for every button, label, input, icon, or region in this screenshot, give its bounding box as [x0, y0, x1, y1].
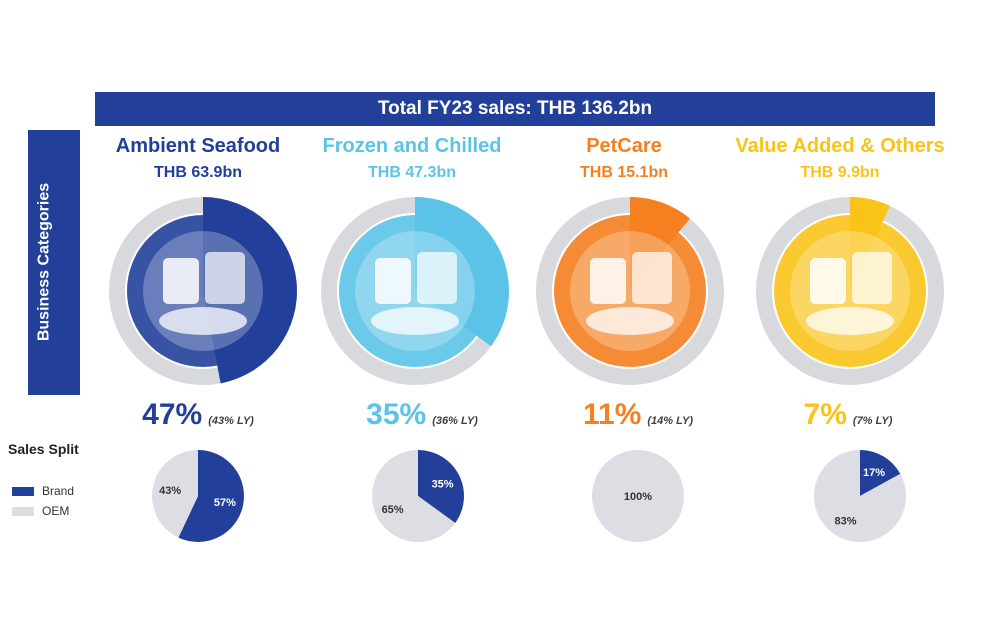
- split-pie-frozen: 35% 65%: [372, 450, 464, 542]
- category-header-petcare: PetCare THB 15.1bn: [514, 135, 734, 182]
- oem-slice-label: 100%: [624, 491, 652, 503]
- business-categories-label: Business Categories: [35, 182, 53, 342]
- product-pack: [205, 252, 245, 304]
- product-tray: [371, 307, 459, 335]
- category-header-ambient: Ambient Seafood THB 63.9bn: [88, 135, 308, 182]
- legend-label: OEM: [42, 504, 70, 518]
- oem-slice: [592, 450, 684, 542]
- category-name: Frozen and Chilled: [322, 135, 502, 157]
- value-added-products-image: [806, 252, 894, 335]
- last-year-share: (43% LY): [208, 415, 254, 427]
- share-row-ambient: 47% (43% LY): [88, 398, 308, 432]
- product-tray: [806, 307, 894, 335]
- last-year-share: (7% LY): [852, 415, 893, 427]
- product-pack: [810, 258, 846, 304]
- share-donut-frozen: [321, 197, 509, 385]
- legend-item-oem: OEM: [12, 504, 69, 518]
- legend-swatch: [12, 506, 34, 516]
- oem-slice-label: 83%: [834, 516, 856, 528]
- share-donut-value-added: [756, 197, 944, 385]
- category-sales: THB 15.1bn: [579, 164, 668, 181]
- split-pie-petcare: 100%: [592, 450, 684, 542]
- share-value: 35%: [366, 398, 427, 431]
- category-sales: THB 47.3bn: [367, 164, 456, 181]
- last-year-share: (36% LY): [432, 415, 478, 427]
- brand-slice: [178, 450, 244, 542]
- product-tray: [159, 307, 247, 335]
- category-sales: THB 63.9bn: [153, 164, 242, 181]
- category-header-frozen: Frozen and Chilled THB 47.3bn: [302, 135, 522, 182]
- share-value: 47%: [142, 398, 203, 431]
- share-row-petcare: 11% (14% LY): [528, 398, 748, 432]
- oem-slice: [814, 450, 906, 542]
- legend-item-brand: Brand: [12, 484, 74, 498]
- split-pie-value-added: 17% 83%: [814, 450, 906, 542]
- product-pack: [852, 252, 892, 304]
- category-name: Ambient Seafood: [115, 135, 281, 157]
- oem-slice-label: 65%: [382, 504, 404, 516]
- split-pie-ambient: 57% 43%: [152, 450, 244, 542]
- product-pack: [163, 258, 199, 304]
- sales-split-title: Sales Split: [8, 441, 79, 457]
- product-pack: [417, 252, 457, 304]
- oem-slice-label: 43%: [159, 485, 181, 497]
- frozen-chilled-products-image: [371, 252, 459, 335]
- brand-slice: [418, 450, 464, 524]
- product-pack: [375, 258, 411, 304]
- oem-slice: [372, 450, 456, 542]
- product-pack: [632, 252, 672, 304]
- category-sales: THB 9.9bn: [800, 164, 880, 181]
- last-year-share: (14% LY): [647, 415, 694, 427]
- share-donut-petcare: [536, 197, 724, 385]
- category-name: Value Added & Others: [735, 135, 945, 157]
- business-categories-sidebar: Business Categories: [28, 130, 80, 395]
- share-row-value-added: 7% (7% LY): [738, 398, 958, 432]
- product-pack: [590, 258, 626, 304]
- share-value: 11%: [582, 398, 642, 431]
- oem-slice: [152, 450, 198, 538]
- legend-swatch: [12, 486, 34, 496]
- share-value: 7%: [803, 398, 847, 431]
- brand-slice-label: 17%: [863, 467, 885, 479]
- share-row-frozen: 35% (36% LY): [312, 398, 532, 432]
- legend-label: Brand: [42, 484, 75, 498]
- share-donut-ambient: [109, 197, 297, 385]
- ambient-seafood-products-image: [159, 252, 247, 335]
- total-sales-banner: Total FY23 sales: THB 136.2bn: [95, 92, 935, 126]
- product-tray: [586, 307, 674, 335]
- brand-slice-label: 57%: [214, 497, 236, 509]
- category-name: PetCare: [586, 135, 662, 157]
- brand-slice: [860, 450, 901, 496]
- category-header-value-added: Value Added & Others THB 9.9bn: [730, 135, 950, 182]
- brand-slice-label: 35%: [432, 478, 454, 490]
- cat-petcare-products-image: [586, 252, 674, 335]
